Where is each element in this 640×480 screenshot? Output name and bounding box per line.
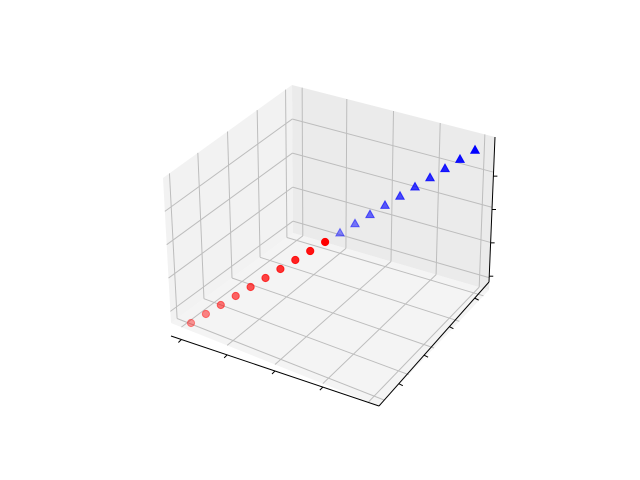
blue-triangle-point [394,190,406,200]
y-tick [423,354,429,358]
grid-lines [164,87,494,403]
grid-line [285,89,288,238]
grid-line [227,131,233,279]
grid-line [292,220,490,279]
red-circle-point [261,273,270,283]
red-circle-point [216,300,225,310]
grid-line [256,110,261,258]
red-circle-point [306,246,315,256]
x-tick [271,370,276,375]
y-tick [398,383,404,387]
red-circle-point [231,291,240,301]
red-circle-point [246,282,255,292]
grid-line [292,186,491,244]
data-points [186,144,481,328]
blue-triangle-point [334,227,346,237]
grid-line [390,110,394,262]
grid-line [301,87,304,236]
grid-line [197,152,205,299]
grid-line [164,118,293,212]
x-tick [319,386,324,391]
y-tick [474,297,479,301]
blue-triangle-point [469,144,481,154]
left-pane [163,85,293,323]
grid-line [345,99,348,249]
grid-line [168,186,293,279]
x-tick [178,339,182,343]
blue-triangle-point [409,181,421,191]
blue-triangle-point [424,172,436,182]
red-circle-point [321,237,330,247]
grid-line [181,235,304,328]
red-circle-point [186,318,196,328]
x-tick [223,354,228,359]
grid-line [170,220,294,312]
grid-line [274,261,392,365]
red-circle-point [201,309,210,319]
back-pane [292,85,495,290]
grid-line [168,173,178,319]
grid-line [226,248,347,346]
red-circle-point [276,264,285,274]
floor-pane [171,233,489,406]
grid-line [322,274,437,384]
grid-line [292,152,493,208]
grid-line [435,122,441,275]
grid-line [292,118,494,173]
blue-triangle-point [379,199,391,209]
grid-line [368,286,480,403]
y-axis-line [378,281,490,407]
axis-lines [170,136,498,407]
blue-triangle-point [439,163,451,173]
blue-triangle-point [454,153,466,163]
blue-triangle-point [349,218,361,228]
y-tick [449,326,454,330]
grid-line [478,134,486,288]
axes-panes [163,85,495,406]
blue-triangle-point [364,209,376,219]
red-circle-point [291,255,300,265]
grid-line [166,152,293,246]
